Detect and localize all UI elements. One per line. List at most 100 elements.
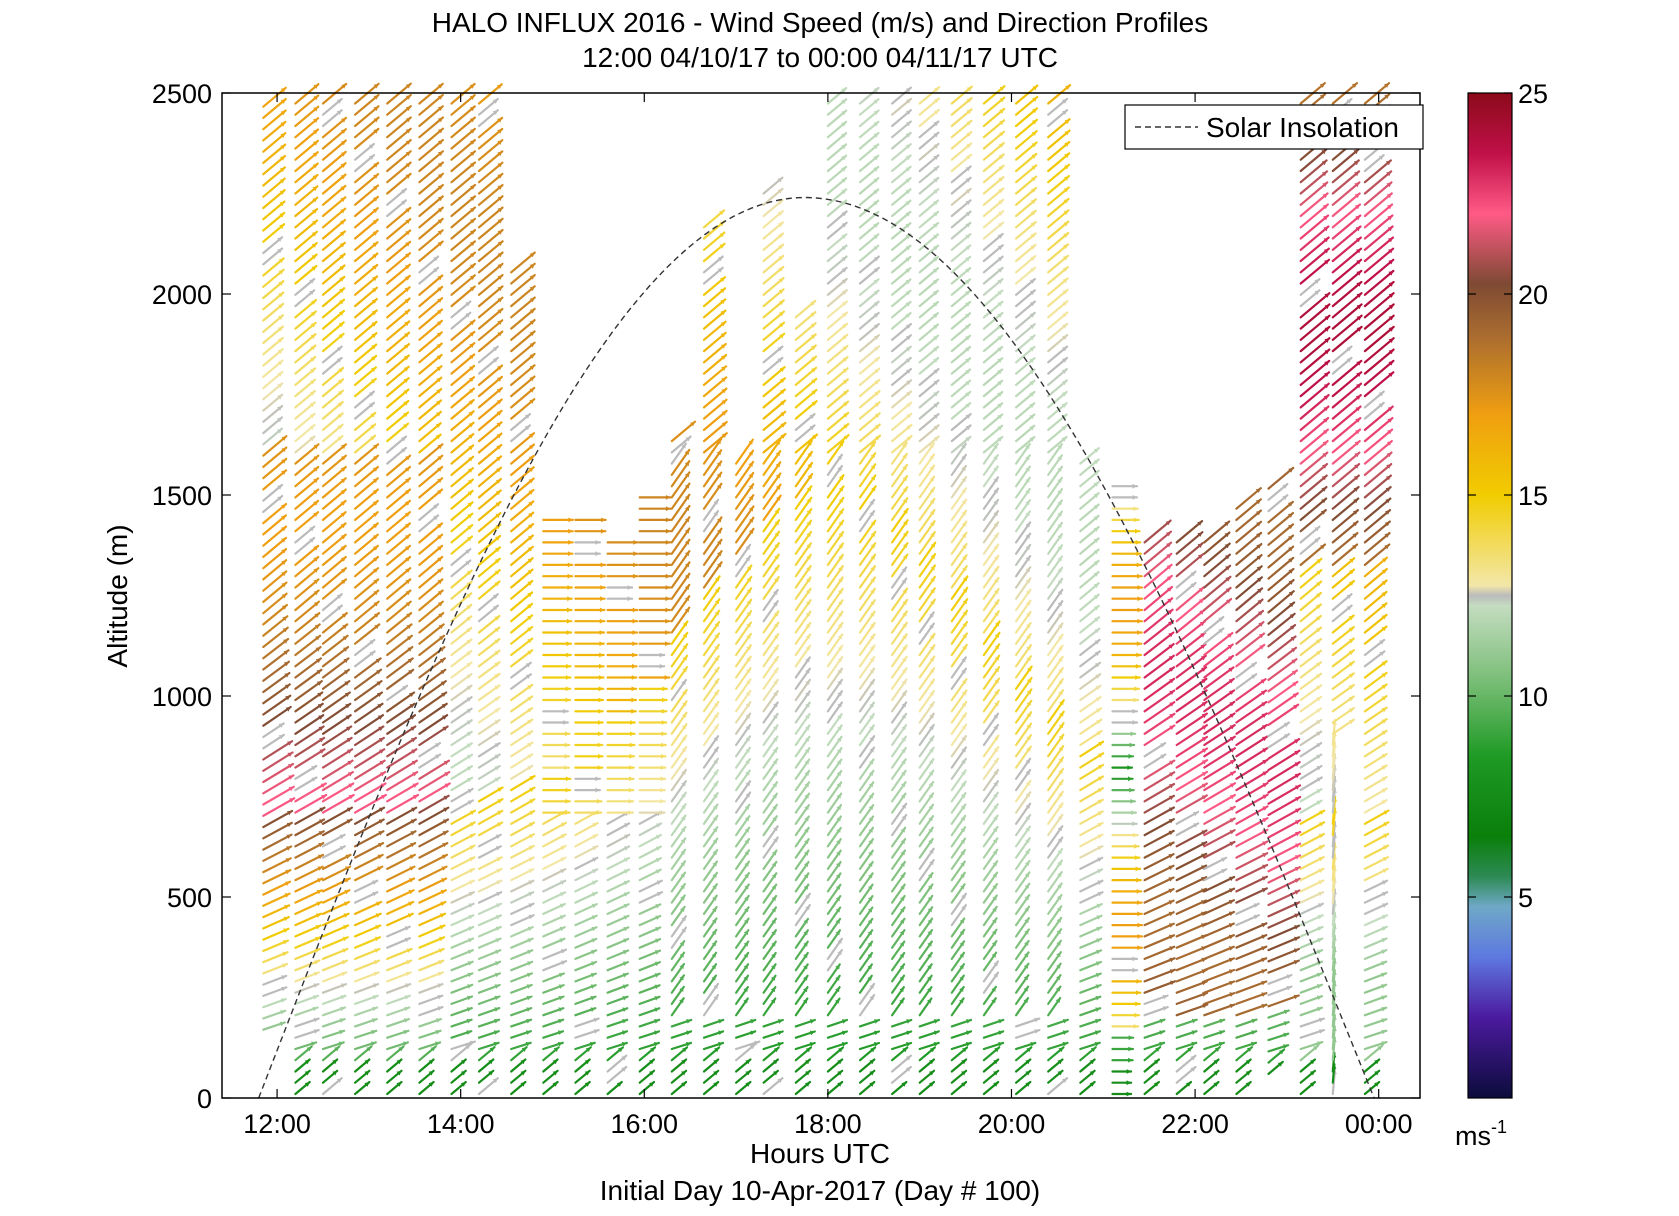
wind-arrow [294, 264, 318, 285]
wind-arrow-head [1024, 952, 1029, 958]
wind-arrow-head [1064, 119, 1070, 124]
wind-arrow-head [932, 279, 938, 285]
wind-arrow-head [1032, 108, 1037, 114]
wind-arrow-head [905, 121, 911, 127]
wind-arrow-head [841, 189, 847, 195]
wind-arrow-head [1093, 605, 1099, 611]
wind-arrow [1235, 565, 1263, 589]
wind-arrow-head [440, 890, 446, 895]
wind-arrow [450, 127, 476, 150]
wind-arrow [702, 482, 723, 510]
wind-arrow-head [1168, 900, 1174, 905]
wind-arrow-head [1317, 926, 1323, 931]
wind-arrow-head [1024, 906, 1029, 912]
wind-arrow [450, 183, 477, 206]
wind-arrow-head [1201, 771, 1207, 777]
wind-arrow [1143, 574, 1173, 600]
wind-arrow [762, 439, 782, 465]
wind-arrow-head [714, 667, 719, 673]
wind-arrow-head [961, 724, 967, 730]
wind-arrow-head [838, 543, 843, 549]
wind-arrow-head [1025, 489, 1030, 495]
wind-arrow-head [902, 611, 907, 617]
wind-arrow [477, 364, 504, 386]
wind-arrow [294, 793, 328, 814]
wind-arrow-head [771, 918, 776, 924]
wind-arrow-head [993, 1059, 999, 1065]
wind-arrow-head [1129, 787, 1134, 793]
wind-arrow-head [410, 819, 416, 824]
wind-arrow-head [1229, 713, 1235, 718]
wind-arrow-head [1095, 1018, 1101, 1024]
wind-arrow-head [622, 996, 628, 1001]
wind-arrow-head [933, 1019, 939, 1024]
wind-arrow-head [1058, 656, 1063, 662]
wind-arrow-head [1261, 923, 1267, 928]
wind-arrow-head [966, 120, 972, 126]
wind-arrow [354, 865, 384, 882]
wind-arrow-head [933, 155, 939, 160]
wind-arrow-head [681, 792, 686, 798]
wind-arrow-head [598, 720, 603, 725]
wind-arrow-head [340, 489, 346, 495]
wind-arrow-head [929, 1070, 934, 1076]
wind-arrow-head [279, 212, 285, 218]
wind-arrow-head [960, 861, 965, 867]
wind-arrow-head [405, 601, 411, 607]
wind-arrow [670, 471, 691, 499]
wind-arrow-head [1025, 545, 1031, 550]
wind-arrow-head [965, 290, 971, 296]
wind-arrow-head [745, 1059, 751, 1065]
wind-arrow-head [679, 941, 685, 947]
wind-arrow-head [466, 593, 472, 599]
wind-arrow [1299, 463, 1329, 488]
wind-arrow-head [778, 267, 784, 272]
wind-arrow-head [841, 144, 847, 150]
wind-arrow [294, 219, 319, 240]
wind-arrow-head [559, 915, 565, 920]
wind-arrow-head [317, 854, 323, 860]
wind-arrow [354, 748, 386, 769]
wind-arrow-head [404, 321, 410, 327]
wind-arrow-head [314, 960, 320, 965]
wind-arrow [950, 586, 969, 612]
wind-arrow-head [961, 905, 966, 911]
wind-arrow-head [684, 607, 690, 613]
wind-arrow-head [496, 376, 502, 382]
wind-arrow-head [377, 854, 383, 860]
wind-arrow [1143, 934, 1176, 949]
wind-arrow-head [684, 506, 690, 512]
wind-arrow-head [1201, 842, 1207, 847]
wind-arrow [321, 533, 347, 555]
wind-arrow [477, 432, 503, 454]
wind-arrow [1175, 887, 1208, 904]
wind-arrow-head [1094, 639, 1100, 645]
wind-arrow [294, 865, 324, 882]
wind-arrow-head [373, 174, 379, 179]
wind-arrow-head [993, 972, 998, 978]
wind-arrow-head [771, 873, 777, 879]
wind-arrow-head [835, 998, 840, 1004]
wind-arrow-head [805, 691, 810, 697]
wind-arrow-head [340, 151, 346, 157]
wind-arrow-head [334, 1046, 340, 1052]
wind-arrow-head [529, 365, 535, 370]
wind-arrow [262, 809, 294, 829]
wind-arrow-head [1295, 820, 1301, 825]
wind-arrow-head [437, 140, 443, 145]
wind-arrow-head [1258, 633, 1264, 639]
wind-arrow-head [656, 880, 662, 885]
wind-arrow-head [312, 152, 318, 157]
wind-arrow-head [1064, 142, 1070, 147]
wind-arrow-head [665, 495, 671, 500]
wind-arrow-head [376, 681, 382, 686]
wind-arrow-head [929, 679, 935, 685]
wind-arrow-head [841, 222, 847, 228]
wind-arrow-head [1129, 742, 1135, 748]
wind-arrow-head [529, 275, 535, 280]
wind-arrow [702, 449, 723, 476]
wind-arrow-head [407, 647, 413, 652]
wind-arrow-head [1089, 1059, 1095, 1065]
wind-arrow [477, 398, 503, 420]
wind-arrow-head [806, 531, 811, 537]
